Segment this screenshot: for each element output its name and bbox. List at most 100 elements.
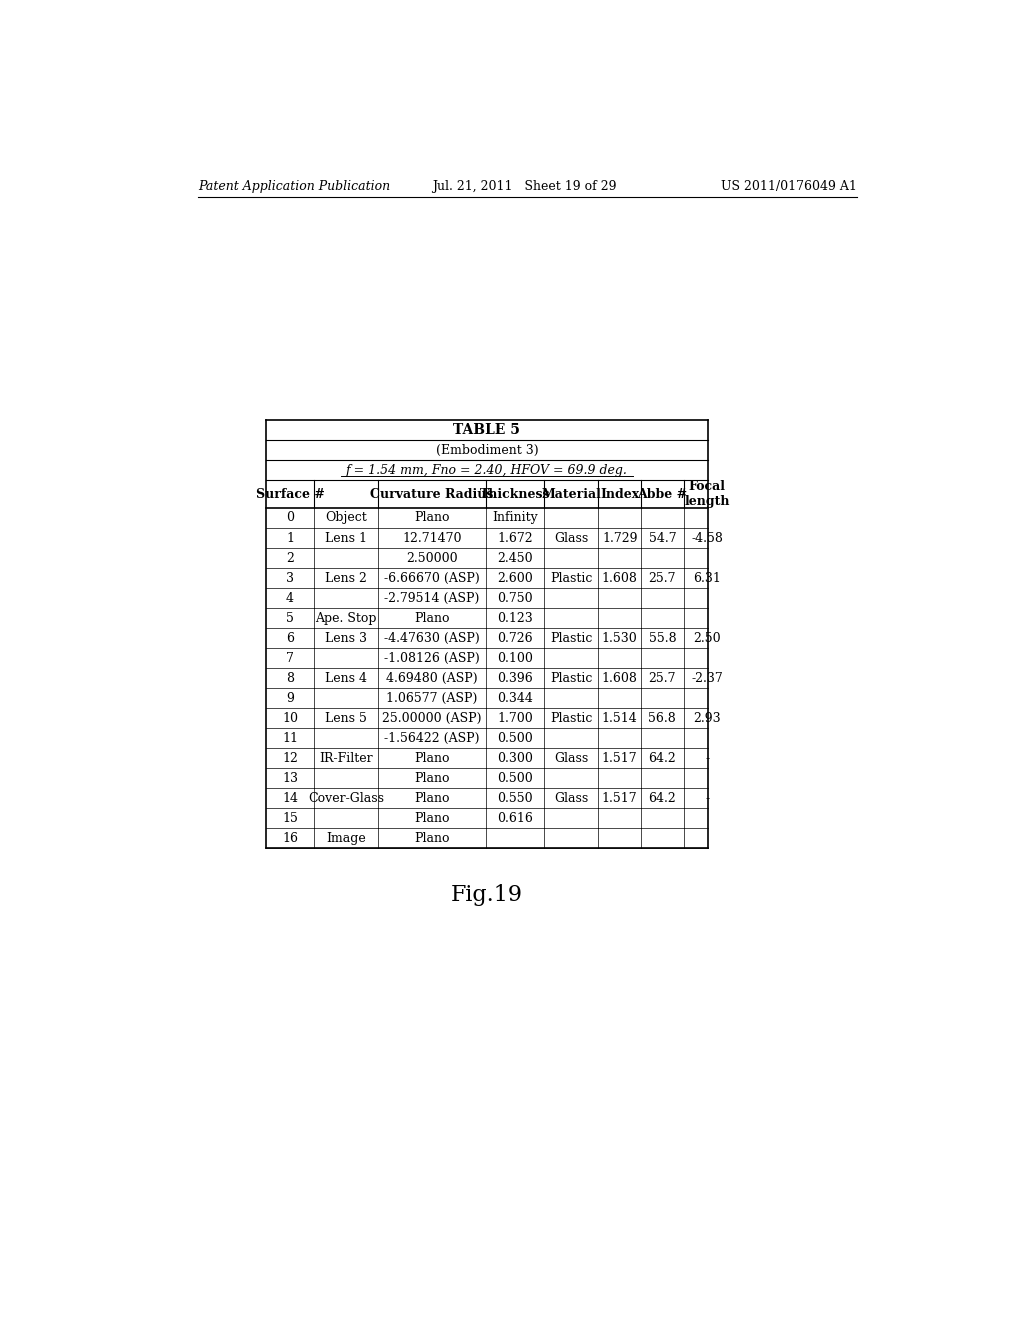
Text: 6: 6 (286, 631, 294, 644)
Text: Material: Material (542, 487, 601, 500)
Text: 13: 13 (282, 772, 298, 785)
Text: 2: 2 (286, 552, 294, 565)
Text: 1.729: 1.729 (602, 532, 638, 545)
Text: 1.672: 1.672 (498, 532, 532, 545)
Text: 1.06577 (ASP): 1.06577 (ASP) (386, 692, 477, 705)
Text: 64.2: 64.2 (648, 792, 676, 805)
Text: 4: 4 (286, 591, 294, 605)
Text: 2.93: 2.93 (693, 711, 721, 725)
Text: Object: Object (325, 511, 367, 524)
Text: Plano: Plano (414, 751, 450, 764)
Text: Plano: Plano (414, 792, 450, 805)
Text: 1.608: 1.608 (602, 672, 638, 685)
Text: 56.8: 56.8 (648, 711, 676, 725)
Text: 64.2: 64.2 (648, 751, 676, 764)
Text: -4.58: -4.58 (691, 532, 723, 545)
Text: Plastic: Plastic (550, 572, 593, 585)
Text: 8: 8 (286, 672, 294, 685)
Text: Curvature Radius: Curvature Radius (370, 487, 494, 500)
Text: Lens 4: Lens 4 (325, 672, 367, 685)
Text: 0.500: 0.500 (498, 731, 532, 744)
Text: 7: 7 (286, 652, 294, 665)
Text: 4.69480 (ASP): 4.69480 (ASP) (386, 672, 477, 685)
Text: Glass: Glass (554, 751, 589, 764)
Text: 6.31: 6.31 (693, 572, 721, 585)
Text: (Embodiment 3): (Embodiment 3) (435, 444, 539, 457)
Text: -1.08126 (ASP): -1.08126 (ASP) (384, 652, 479, 665)
Text: Lens 2: Lens 2 (325, 572, 367, 585)
Text: 54.7: 54.7 (648, 532, 676, 545)
Text: -6.66670 (ASP): -6.66670 (ASP) (384, 572, 479, 585)
Text: 1.517: 1.517 (602, 792, 638, 805)
Text: TABLE 5: TABLE 5 (454, 424, 520, 437)
Text: Plano: Plano (414, 611, 450, 624)
Text: 14: 14 (282, 792, 298, 805)
Text: Plano: Plano (414, 772, 450, 785)
Text: Plano: Plano (414, 511, 450, 524)
Text: 11: 11 (282, 731, 298, 744)
Text: Image: Image (326, 832, 366, 845)
Text: 55.8: 55.8 (648, 631, 676, 644)
Text: 16: 16 (282, 832, 298, 845)
Text: -2.79514 (ASP): -2.79514 (ASP) (384, 591, 479, 605)
Text: 25.7: 25.7 (648, 672, 676, 685)
Text: Patent Application Publication: Patent Application Publication (198, 181, 390, 194)
Text: Fig.19: Fig.19 (451, 883, 523, 906)
Text: 2.450: 2.450 (498, 552, 532, 565)
Text: 0.300: 0.300 (498, 751, 534, 764)
Text: Jul. 21, 2011   Sheet 19 of 29: Jul. 21, 2011 Sheet 19 of 29 (432, 181, 617, 194)
Text: 0.750: 0.750 (498, 591, 532, 605)
Text: 9: 9 (286, 692, 294, 705)
Text: 1.608: 1.608 (602, 572, 638, 585)
Text: Lens 5: Lens 5 (325, 711, 367, 725)
Text: 0.100: 0.100 (498, 652, 534, 665)
Text: 0.396: 0.396 (498, 672, 532, 685)
Text: Plastic: Plastic (550, 711, 593, 725)
Text: 15: 15 (282, 812, 298, 825)
Text: Abbe #: Abbe # (637, 487, 687, 500)
Text: 0.726: 0.726 (498, 631, 532, 644)
Text: -1.56422 (ASP): -1.56422 (ASP) (384, 731, 479, 744)
Text: Plano: Plano (414, 812, 450, 825)
Text: -: - (706, 792, 710, 805)
Text: 0.616: 0.616 (498, 812, 534, 825)
Text: 0.500: 0.500 (498, 772, 532, 785)
Text: Lens 1: Lens 1 (325, 532, 367, 545)
Text: Focal
length: Focal length (685, 480, 730, 508)
Text: 0.123: 0.123 (498, 611, 532, 624)
Text: Index: Index (600, 487, 639, 500)
Text: 2.50000: 2.50000 (406, 552, 458, 565)
Text: -: - (706, 751, 710, 764)
Text: 5: 5 (286, 611, 294, 624)
Text: 10: 10 (282, 711, 298, 725)
Text: 1.700: 1.700 (498, 711, 532, 725)
Text: Cover-Glass: Cover-Glass (308, 792, 384, 805)
Text: 0.550: 0.550 (498, 792, 532, 805)
Text: Infinity: Infinity (493, 511, 538, 524)
Text: Plastic: Plastic (550, 672, 593, 685)
Text: IR-Filter: IR-Filter (318, 751, 373, 764)
Text: 2.50: 2.50 (693, 631, 721, 644)
Text: 3: 3 (286, 572, 294, 585)
Text: Plastic: Plastic (550, 631, 593, 644)
Text: Glass: Glass (554, 532, 589, 545)
Text: 12: 12 (282, 751, 298, 764)
Text: -4.47630 (ASP): -4.47630 (ASP) (384, 631, 479, 644)
Text: 1.514: 1.514 (602, 711, 638, 725)
Text: f = 1.54 mm, Fno = 2.40, HFOV = 69.9 deg.: f = 1.54 mm, Fno = 2.40, HFOV = 69.9 deg… (346, 463, 628, 477)
Text: Lens 3: Lens 3 (325, 631, 367, 644)
Text: 0: 0 (286, 511, 294, 524)
Text: 1: 1 (286, 532, 294, 545)
Text: 0.344: 0.344 (498, 692, 534, 705)
Text: Plano: Plano (414, 832, 450, 845)
Text: US 2011/0176049 A1: US 2011/0176049 A1 (721, 181, 856, 194)
Text: Ape. Stop: Ape. Stop (315, 611, 377, 624)
Text: 2.600: 2.600 (498, 572, 532, 585)
Text: -2.37: -2.37 (691, 672, 723, 685)
Text: 25.7: 25.7 (648, 572, 676, 585)
Text: 1.517: 1.517 (602, 751, 638, 764)
Text: Surface #: Surface # (256, 487, 325, 500)
Text: 1.530: 1.530 (602, 631, 638, 644)
Text: Glass: Glass (554, 792, 589, 805)
Text: Thickness: Thickness (480, 487, 550, 500)
